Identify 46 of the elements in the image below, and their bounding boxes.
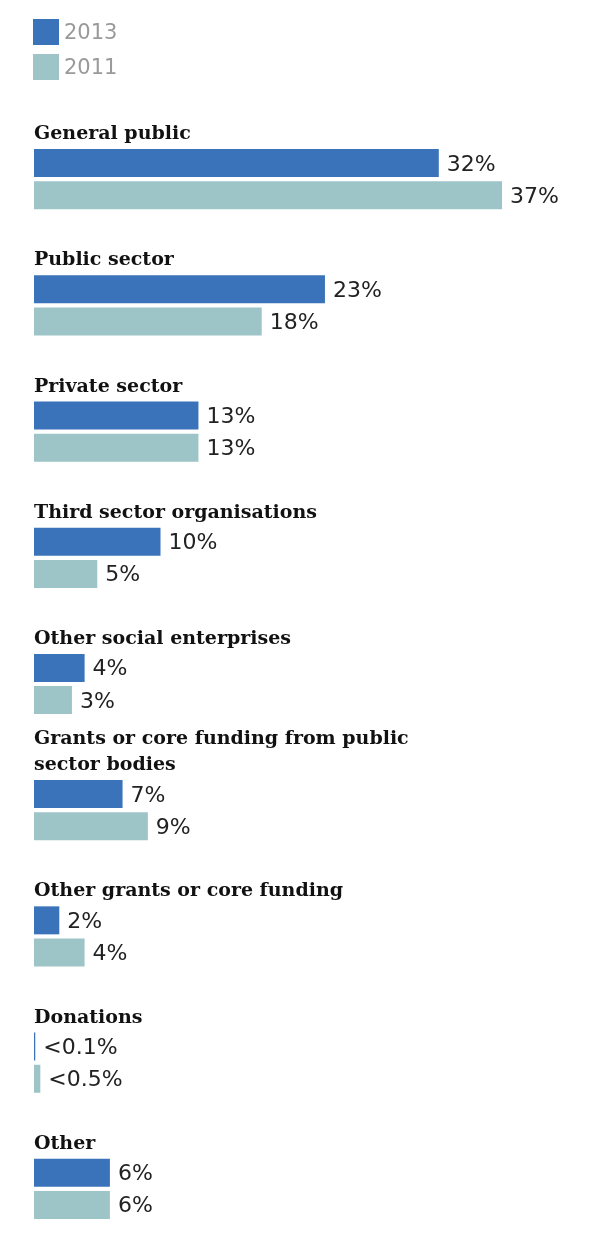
y-tick-label: Other	[34, 1130, 97, 1153]
legend-label: 2011	[64, 55, 118, 79]
y-tick-label: Private sector	[34, 373, 184, 396]
bar	[34, 527, 161, 556]
data-label: 4%	[92, 940, 128, 966]
data-label: 18%	[269, 308, 319, 334]
data-label: 6%	[117, 1160, 153, 1186]
y-tick-label: General public	[34, 121, 191, 144]
bar	[34, 1158, 110, 1187]
y-tick-label: Grants or core funding from public sector bodies	[34, 726, 416, 775]
data-label: <0.5%	[48, 1066, 123, 1092]
bar	[34, 906, 60, 935]
data-label: 3%	[79, 687, 115, 713]
bar	[34, 1190, 110, 1219]
legend-label: 2013	[64, 20, 118, 44]
data-label: 32%	[446, 150, 496, 176]
y-tick-label: Other social enterprises	[34, 626, 291, 648]
data-label: 6%	[117, 1192, 153, 1218]
bar	[34, 938, 85, 967]
bar	[34, 181, 503, 210]
bar	[34, 433, 199, 462]
data-label: 10%	[168, 529, 218, 555]
bar	[34, 401, 199, 430]
bar	[34, 1064, 41, 1093]
y-tick-label: Third sector organisations	[34, 499, 318, 522]
bar	[34, 149, 439, 178]
y-tick-label: Donations	[34, 1004, 143, 1027]
y-tick-label: Other grants or core funding	[34, 878, 344, 901]
bar	[34, 275, 325, 304]
data-label: 2%	[67, 907, 103, 933]
bar	[34, 780, 123, 809]
data-label: 13%	[206, 435, 256, 461]
data-label: 23%	[332, 276, 382, 302]
bar	[34, 307, 262, 336]
data-label: 37%	[510, 182, 559, 208]
data-label: 9%	[155, 813, 191, 839]
bar	[34, 812, 148, 841]
bar	[34, 653, 85, 682]
bar	[34, 686, 72, 715]
y-tick-label: Public sector	[34, 247, 175, 270]
data-label: 13%	[206, 402, 256, 428]
data-label: <0.1%	[43, 1034, 118, 1060]
data-label: 5%	[105, 561, 141, 587]
bar	[34, 559, 98, 588]
data-label: 7%	[130, 781, 166, 807]
data-label: 4%	[92, 655, 128, 681]
